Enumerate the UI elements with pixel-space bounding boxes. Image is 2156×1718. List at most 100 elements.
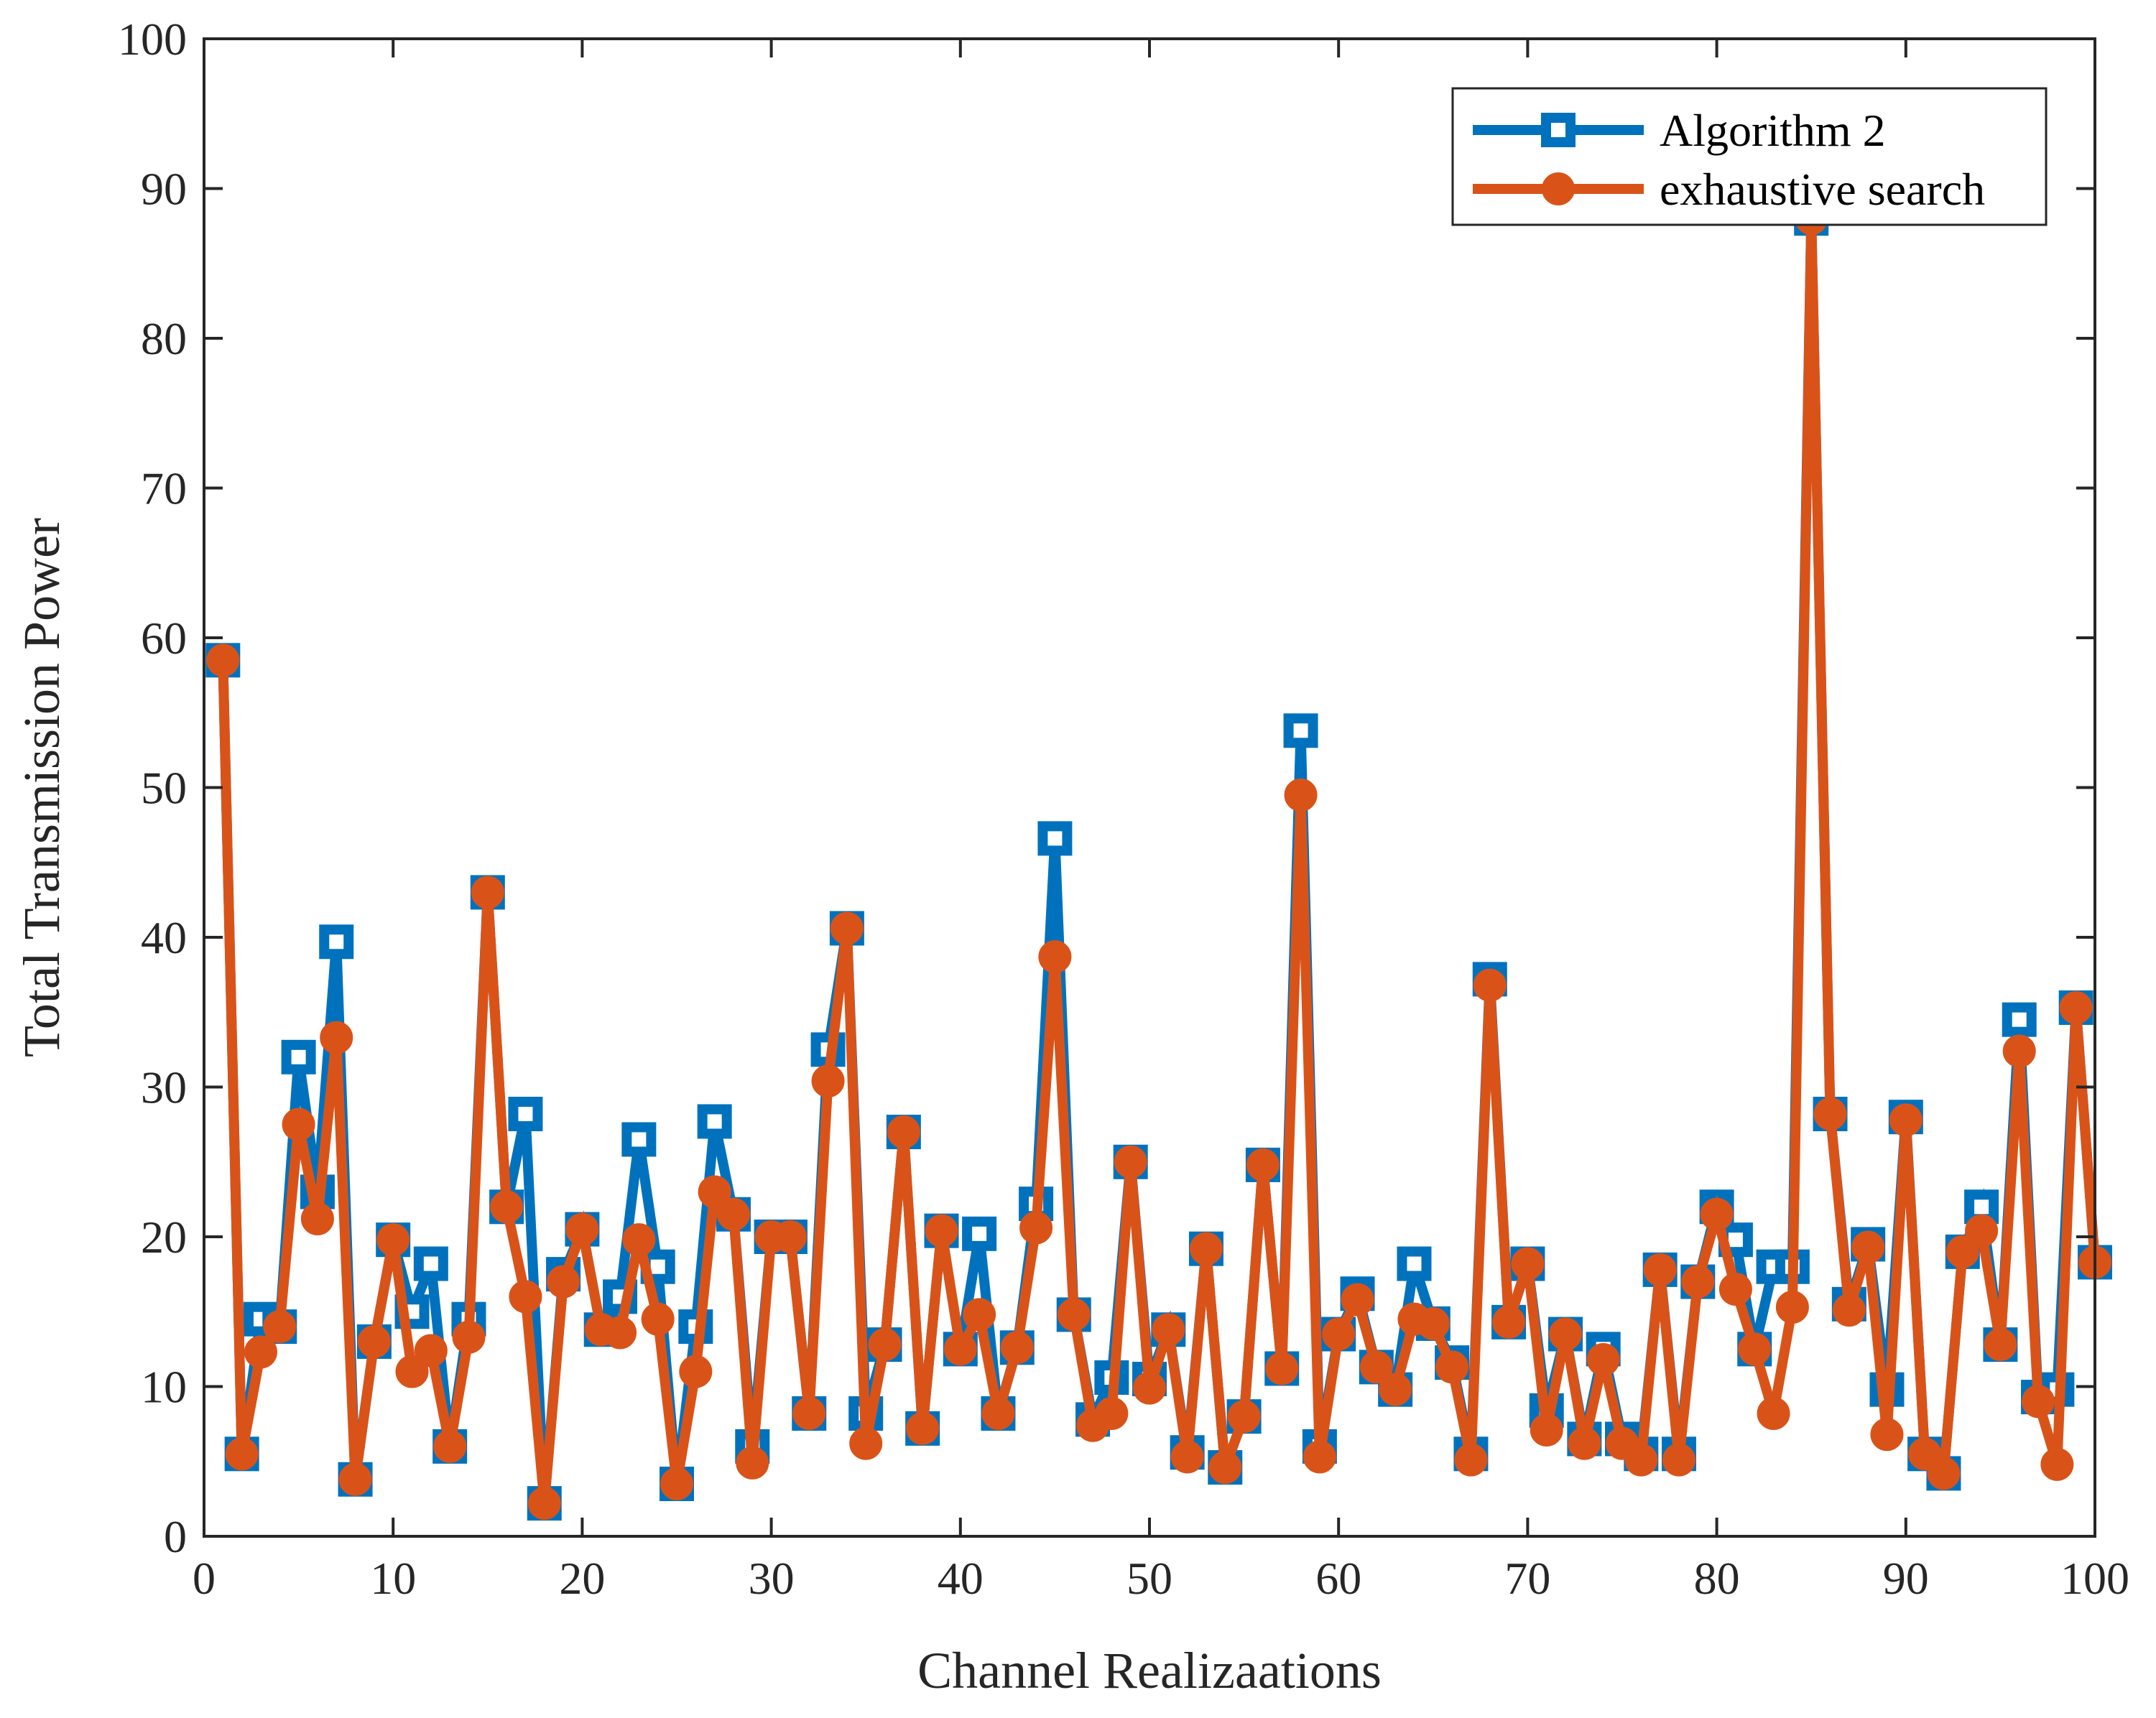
data-point	[925, 1214, 958, 1248]
y-axis-label: Total Transmission Power	[13, 518, 70, 1057]
data-point	[452, 1320, 486, 1354]
data-point	[1114, 1145, 1147, 1179]
data-point	[943, 1332, 977, 1366]
axes-layer: 0 10 20 30 40 50 60 70 80 90 100 0 10 20 30 40 50 60 70 80 9…	[118, 14, 2129, 1604]
data-point	[1813, 1097, 1847, 1131]
data-point	[206, 644, 240, 677]
data-point	[1189, 1232, 1223, 1266]
data-point	[1870, 1418, 1904, 1452]
data-point	[1965, 1214, 1999, 1248]
y-tick-label: 100	[118, 14, 187, 65]
data-point	[1038, 940, 1072, 974]
data-point	[1889, 1103, 1923, 1137]
x-tick-label: 70	[1504, 1553, 1550, 1604]
data-point	[1000, 1331, 1034, 1365]
legend-entry-algorithm-2: Algorithm 2	[1473, 105, 1886, 156]
data-point	[716, 1197, 750, 1231]
data-point	[1738, 1332, 1772, 1366]
data-point	[490, 1190, 524, 1224]
legend-marker-square	[1541, 113, 1576, 147]
data-point	[1681, 1265, 1715, 1299]
data-point	[698, 1175, 731, 1209]
data-point	[1416, 1306, 1450, 1340]
data-point	[906, 1411, 940, 1445]
data-point	[679, 1355, 713, 1388]
y-tick-label: 80	[141, 313, 187, 364]
data-point	[1322, 1317, 1356, 1351]
data-point	[1643, 1253, 1677, 1286]
x-tick-label: 10	[370, 1553, 416, 1604]
data-point	[1283, 713, 1318, 748]
data-point	[1152, 1313, 1185, 1347]
data-point	[849, 1426, 883, 1460]
data-point	[2002, 1002, 2037, 1037]
data-point	[1341, 1283, 1374, 1317]
data-point	[1662, 1443, 1695, 1477]
y-tick-label: 40	[141, 912, 187, 963]
data-point	[1946, 1235, 1979, 1268]
data-point	[1549, 1317, 1583, 1351]
data-point	[736, 1446, 769, 1480]
data-point	[433, 1429, 467, 1463]
y-tick-label: 30	[141, 1062, 187, 1113]
data-point	[338, 1462, 372, 1496]
data-point	[319, 924, 354, 960]
x-tick-label: 80	[1694, 1553, 1740, 1604]
data-point	[471, 876, 504, 909]
data-point	[660, 1467, 693, 1501]
legend-marker-circle	[1542, 172, 1575, 205]
data-point	[414, 1334, 448, 1368]
data-point	[1700, 1197, 1734, 1231]
data-point	[1624, 1443, 1658, 1477]
data-point	[565, 1212, 599, 1246]
x-tick-label: 20	[559, 1553, 605, 1604]
data-point	[621, 1122, 657, 1157]
data-point	[1227, 1400, 1261, 1434]
data-point	[527, 1487, 561, 1520]
data-point	[1927, 1457, 1961, 1490]
x-axis-label: Channel Realizaations	[917, 1642, 1382, 1699]
data-point	[1473, 968, 1507, 1002]
data-point	[1568, 1426, 1601, 1460]
data-point	[244, 1335, 277, 1369]
data-point	[811, 1064, 845, 1098]
series-exhaustive-search	[206, 202, 2111, 1520]
data-point	[962, 1216, 997, 1251]
x-tick-label: 0	[193, 1553, 216, 1604]
data-point	[1246, 1148, 1280, 1181]
data-point	[300, 1202, 334, 1235]
data-point	[1303, 1440, 1336, 1474]
x-tick-label: 60	[1315, 1553, 1361, 1604]
series-line-exhaustive-search	[218, 218, 2100, 1504]
data-point	[225, 1437, 259, 1471]
x-tick-label: 50	[1126, 1553, 1172, 1604]
x-tick-label: 40	[938, 1553, 984, 1604]
data-point	[1057, 1298, 1091, 1332]
data-point	[1718, 1272, 1752, 1306]
data-point	[1284, 778, 1318, 812]
data-point	[357, 1324, 391, 1358]
y-tick-label: 10	[141, 1362, 187, 1413]
data-point	[792, 1397, 826, 1431]
data-point	[1757, 1397, 1790, 1431]
data-point	[1037, 821, 1073, 856]
data-point	[413, 1246, 448, 1281]
data-point	[641, 1302, 675, 1336]
y-tick-label: 50	[141, 763, 187, 814]
data-point	[1265, 1352, 1299, 1385]
x-tick-label: 100	[2060, 1553, 2129, 1604]
data-point	[320, 1021, 353, 1054]
data-point	[1397, 1246, 1432, 1281]
data-point	[887, 1115, 920, 1149]
data-point	[1908, 1437, 1942, 1471]
legend: Algorithm 2 exhaustive search	[1451, 87, 2048, 226]
data-point	[963, 1298, 996, 1332]
data-point	[1492, 1305, 1526, 1339]
data-point	[2059, 990, 2093, 1024]
data-point	[697, 1104, 732, 1139]
data-point	[1359, 1350, 1393, 1384]
data-point	[1511, 1247, 1545, 1281]
y-tick-label: 70	[141, 463, 187, 514]
data-point	[547, 1265, 580, 1299]
